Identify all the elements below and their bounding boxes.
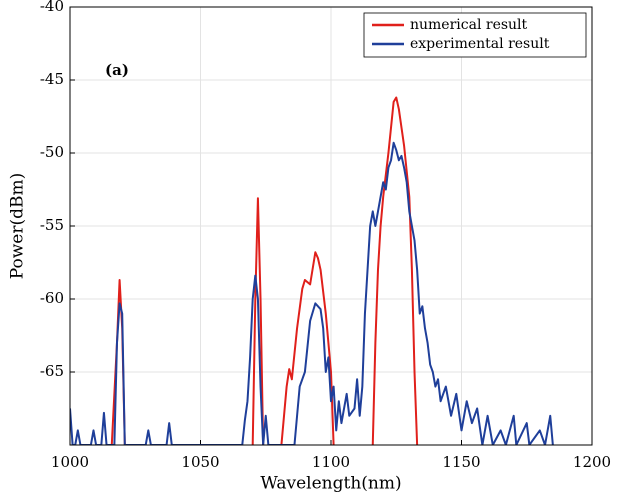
x-tick-label: 1000 [51,453,89,471]
legend-box [363,12,587,58]
y-tick-label: -55 [40,216,64,234]
y-tick-label: -60 [40,289,64,307]
x-tick-label: 1100 [312,453,350,471]
x-axis-label: Wavelength(nm) [260,474,401,494]
plot-frame [69,6,593,446]
annotation: (a) [105,61,129,79]
y-tick-label: -45 [40,70,64,88]
y-tick-label: -50 [40,143,64,161]
data-line [70,141,554,445]
plot-area [70,96,554,445]
y-tick-label: -40 [40,0,64,15]
x-tick-label: 1200 [573,453,611,471]
x-tick-label: 1150 [442,453,480,471]
legend-label: numerical result [410,17,528,33]
data-line [110,96,419,445]
y-tick-label: -65 [40,362,64,380]
legend-label: experimental result [410,36,550,52]
y-axis-label: Power(dBm) [8,173,28,279]
x-tick-label: 1050 [181,453,219,471]
